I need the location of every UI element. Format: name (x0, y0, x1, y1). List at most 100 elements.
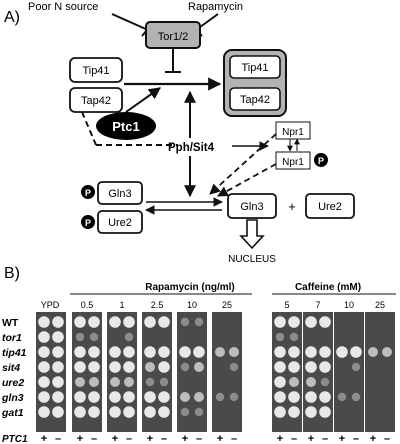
rapamycin-col-header: 1 (119, 300, 124, 310)
tor-label: Tor1/2 (158, 31, 189, 43)
strain-label-ure2: ure2 (2, 377, 24, 389)
rapamycin-col-header: 10 (187, 300, 197, 310)
spot-rapa1-tip41-plus (74, 346, 86, 358)
gln3-free-label: Gln3 (240, 201, 263, 213)
spot-caff1-tip41-minus (288, 346, 300, 358)
spot-rapa4-gat1-minus (194, 407, 204, 417)
panel-a-label: A) (4, 9, 20, 26)
rapamycin-header: Rapamycin (ng/ml) (145, 282, 234, 293)
spot-caff2-sit4-plus (305, 361, 317, 373)
spot-caff4-tip41-minus (382, 347, 392, 357)
spot-rapa3-tip41-plus (144, 346, 156, 358)
gln3-p-label: Gln3 (108, 188, 131, 200)
spot-rapa4-gat1-plus (180, 407, 190, 417)
strain-label-tor1: tor1 (2, 332, 22, 344)
npr1-phospho-icon (314, 153, 328, 167)
ptc1-plus-label: + (147, 433, 153, 444)
spot-rapa2-tor1-minus (124, 332, 134, 342)
ure2-free-label: Ure2 (318, 201, 342, 213)
strain-label-tip41: tip41 (2, 347, 27, 359)
spot-caff1-gat1-minus (288, 406, 300, 418)
gln3-phospho-icon (81, 185, 95, 199)
rapamycin-label: Rapamycin (188, 1, 243, 13)
spot-ypd-ure2-minus (52, 376, 64, 388)
ptc1-label: Ptc1 (112, 119, 139, 134)
ure2-phospho-icon (81, 215, 95, 229)
spot-rapa5-sit4-minus (229, 362, 239, 372)
spot-caff3-sit4-minus (351, 362, 361, 372)
ure2-p-label: Ure2 (108, 217, 132, 229)
spot-caff1-gln3-minus (288, 391, 300, 403)
spot-rapa3-WT-plus (144, 316, 156, 328)
spot-rapa2-WT-plus (109, 316, 121, 328)
tip41-box (69, 57, 123, 83)
caffeine-header: Caffeine (mM) (295, 282, 361, 293)
npr1-phospho-label: P (318, 156, 324, 166)
spot-rapa3-gln3-minus (158, 391, 170, 403)
nucleus-arrow-icon (239, 219, 265, 250)
spot-rapa5-tip41-plus (215, 347, 225, 357)
plate-caffeine-4 (365, 312, 395, 432)
npr1-box-top (275, 121, 311, 140)
strain-label-sit4: sit4 (2, 362, 20, 374)
caffeine-col-header: 7 (315, 300, 320, 310)
spot-rapa4-sit4-minus (194, 362, 204, 372)
spot-rapa2-tip41-minus (123, 346, 135, 358)
strain-label-gat1: gat1 (1, 407, 24, 419)
ptc1-plus-label: + (41, 433, 47, 444)
spot-rapa1-tip41-minus (88, 346, 100, 358)
rapamycin-col-header: 0.5 (81, 300, 94, 310)
spot-caff3-tip41-plus (336, 346, 348, 358)
ptc1-plus-label: + (77, 433, 83, 444)
tip41-complex-box (229, 55, 281, 79)
ypd-header: YPD (41, 300, 60, 310)
spot-rapa1-sit4-minus (88, 361, 100, 373)
plate-rapamycin-5 (212, 312, 242, 432)
tap42-complex-box (229, 87, 281, 111)
spot-rapa4-WT-plus (180, 317, 190, 327)
npr1-dashed-arrow-1 (209, 133, 277, 195)
tap42-box (69, 87, 123, 113)
ure2-phospho-label: P (85, 218, 91, 228)
spot-ypd-gat1-plus (38, 406, 50, 418)
ptc1-plus-label: + (277, 433, 283, 444)
rapamycin-col-header: 2.5 (151, 300, 164, 310)
plus-sign: + (288, 199, 296, 214)
tip41-right-label: Tip41 (241, 62, 268, 74)
spot-rapa3-ure2-plus (145, 377, 155, 387)
spot-caff1-tor1-plus (275, 332, 285, 342)
spot-caff4-tip41-plus (368, 347, 378, 357)
ptc1-minus-label: – (55, 433, 61, 444)
spot-rapa1-gat1-minus (88, 406, 100, 418)
gln3-phospho-label: P (85, 188, 91, 198)
ptc1-to-complex-arrow (125, 87, 161, 113)
spot-rapa5-gln3-plus (215, 392, 225, 402)
spot-rapa4-WT-minus (194, 317, 204, 327)
spot-rapa4-tip41-minus (193, 346, 205, 358)
spot-caff2-tip41-plus (305, 346, 317, 358)
caffeine-col-header: 10 (344, 300, 354, 310)
spot-rapa2-sit4-plus (109, 361, 121, 373)
spot-ypd-ure2-plus (38, 376, 50, 388)
tap42-right-label: Tap42 (240, 94, 270, 106)
gln3-free-box (227, 193, 277, 219)
spot-rapa1-gat1-plus (74, 406, 86, 418)
ptc1-row-label: PTC1 (2, 434, 28, 444)
spot-rapa1-tor1-plus (75, 332, 85, 342)
ptc1-minus-label: – (126, 433, 132, 444)
spot-rapa2-WT-minus (123, 316, 135, 328)
spot-caff1-ure2-plus (274, 376, 286, 388)
ptc1-plus-label: + (339, 433, 345, 444)
ptc1-plus-label: + (308, 433, 314, 444)
spot-caff2-sit4-minus (319, 361, 331, 373)
pph-sit4-label: Pph/Sit4 (168, 142, 215, 154)
npr1-dashed-arrow-2 (217, 163, 277, 197)
spot-caff1-gat1-plus (274, 406, 286, 418)
ptc1-minus-label: – (291, 433, 297, 444)
spot-ypd-sit4-plus (38, 361, 50, 373)
spot-rapa3-ure2-minus (159, 377, 169, 387)
ptc1-minus-label: – (322, 433, 328, 444)
spot-rapa4-tip41-plus (179, 346, 191, 358)
ptc1-minus-label: – (353, 433, 359, 444)
spot-ypd-tip41-minus (52, 346, 64, 358)
